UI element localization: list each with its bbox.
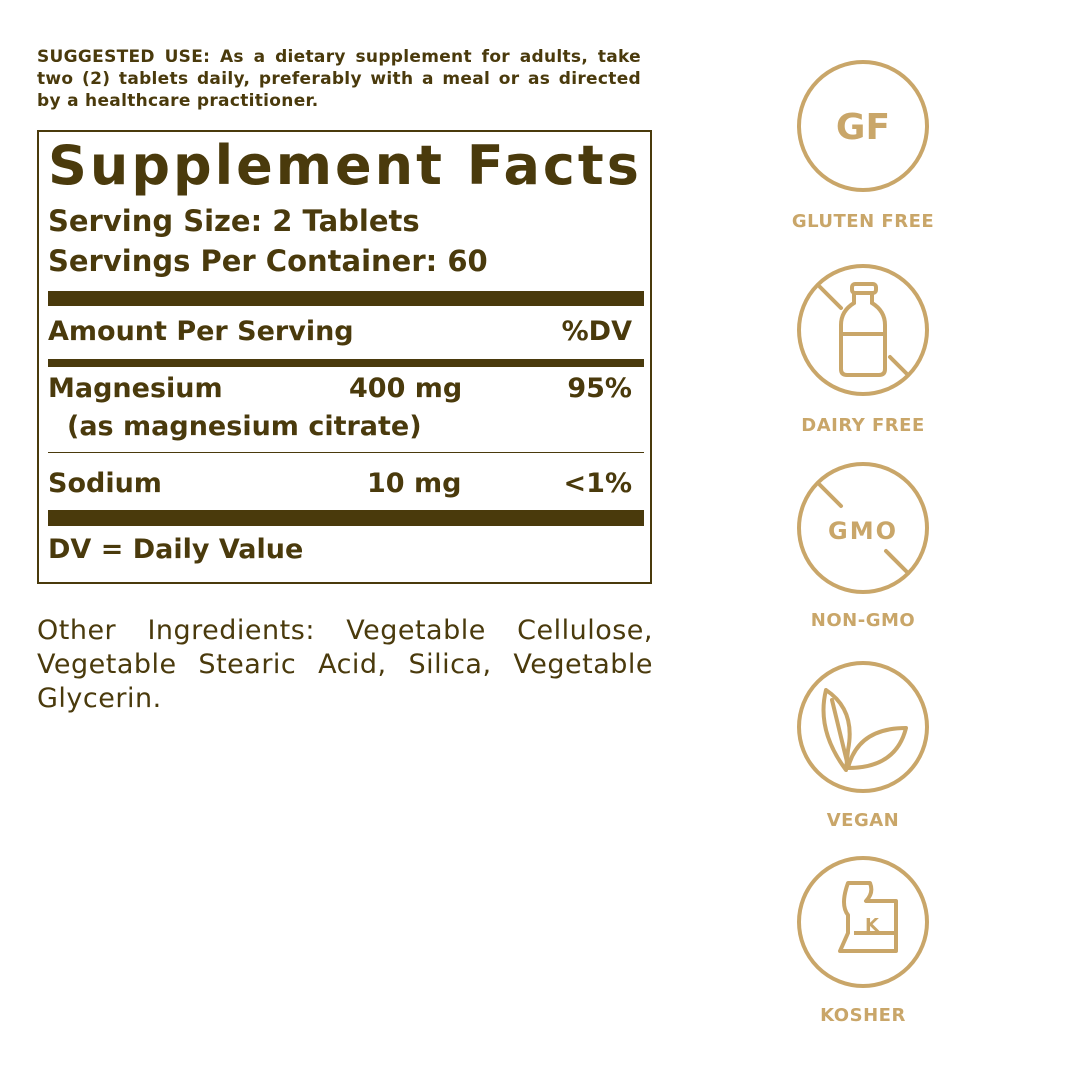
thick-divider [48,291,644,306]
gf-text: GF [836,107,890,148]
suggested-use: SUGGESTED USE: As a dietary supplement f… [37,47,641,111]
nutrient-dv: <1% [563,468,632,499]
kosher-k-text: K [865,915,880,936]
vegan-label: VEGAN [826,810,900,831]
nutrient-dv: 95% [567,373,632,404]
supplement-facts-panel: Supplement Facts Serving Size: 2 Tablets… [37,130,652,584]
nutrient-name: Sodium [48,468,162,499]
non-gmo-label: NON-GMO [810,610,916,631]
serving-size: Serving Size: 2 Tablets [48,204,420,238]
gmo-text: GMO [828,517,898,545]
vegan-leaf-icon [797,661,929,793]
nutrient-amount: 10 mg [367,468,462,499]
gluten-free-icon: GF [797,60,929,192]
dv-header: %DV [561,316,632,347]
kosher-label: KOSHER [820,1005,906,1026]
nutrient-amount: 400 mg [349,373,463,404]
medium-divider [48,359,644,367]
dairy-free-icon [797,264,929,396]
servings-per-container: Servings Per Container: 60 [48,244,488,278]
kosher-icon: K [797,856,929,988]
facts-title: Supplement Facts [48,134,642,197]
non-gmo-icon: GMO [797,462,929,594]
gluten-free-label: GLUTEN FREE [791,211,935,232]
nutrient-name: Magnesium [48,373,223,404]
dv-footnote: DV = Daily Value [48,534,304,565]
nutrient-source: (as magnesium citrate) [67,411,422,442]
thin-divider [48,452,644,453]
other-ingredients: Other Ingredients: Vegetable Cellulose, … [37,615,653,714]
thick-divider [48,510,644,526]
amount-header: Amount Per Serving [48,316,354,347]
dairy-free-label: DAIRY FREE [801,415,925,436]
